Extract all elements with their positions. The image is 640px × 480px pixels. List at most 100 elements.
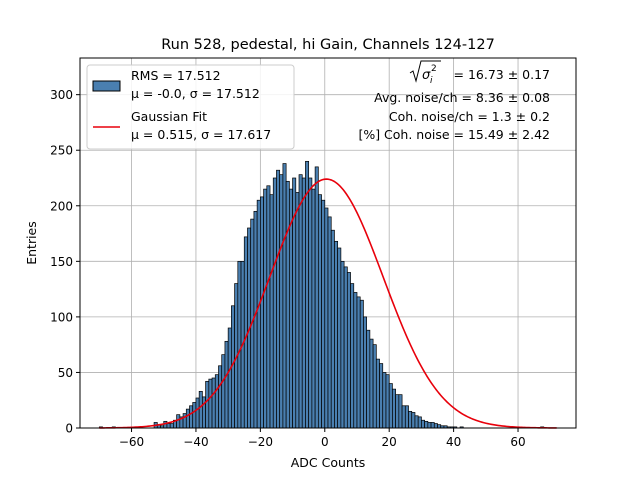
histogram-bar — [382, 372, 387, 429]
histogram-bar — [227, 327, 232, 429]
y-axis-label: Entries — [24, 221, 39, 265]
y-tick-label: 50 — [58, 366, 73, 380]
legend-entry-rms-params: μ = -0.0, σ = 17.512 — [131, 86, 260, 101]
coh-noise-annotation: Coh. noise/ch = 1.3 ± 0.2 — [389, 109, 550, 124]
histogram-bar — [282, 163, 287, 429]
histogram-bar — [421, 419, 425, 429]
y-tick-label: 0 — [65, 422, 73, 436]
histogram-bar — [260, 196, 264, 429]
histogram-bar — [327, 216, 332, 429]
gaussian-fit-curve — [99, 178, 557, 429]
histogram-bar — [404, 405, 409, 429]
histogram-bar — [211, 377, 216, 429]
x-axis-label: ADC Counts — [291, 455, 366, 470]
histogram-bar — [356, 296, 361, 429]
histogram-bar — [314, 166, 319, 429]
histogram-bar — [163, 420, 168, 429]
histogram-bar — [375, 358, 380, 429]
histogram-bar — [417, 416, 422, 429]
histogram-bar — [398, 394, 403, 429]
histogram-bar — [430, 422, 435, 429]
y-tick-label: 250 — [50, 144, 73, 158]
histogram-bar — [385, 374, 390, 429]
histogram-bar — [401, 405, 406, 429]
histogram-bar — [388, 383, 393, 429]
histogram-bar — [205, 380, 210, 429]
histogram-bar — [198, 390, 203, 429]
histogram-bar — [337, 247, 342, 429]
histogram-bar — [343, 266, 348, 429]
histogram-bar — [411, 412, 416, 429]
histogram-bar — [308, 177, 313, 429]
histogram-bar — [256, 199, 261, 429]
legend-entry-fit: Gaussian Fit — [131, 109, 207, 124]
histogram-bar — [237, 260, 242, 429]
histogram-bar — [208, 378, 213, 429]
histogram-bar — [266, 185, 271, 429]
x-tick-label: −60 — [119, 435, 144, 449]
histogram-bar — [224, 340, 229, 429]
y-axis-ticks: 0 50 100 150 200 250 300 — [50, 88, 80, 436]
histogram-bar — [218, 365, 223, 429]
y-tick-label: 100 — [50, 310, 73, 324]
histogram-bar — [424, 420, 429, 429]
legend-swatch-histogram — [92, 80, 121, 92]
histogram-bar — [330, 229, 335, 429]
coh-noise-pct-annotation: [%] Coh. noise = 15.49 ± 2.42 — [358, 127, 550, 142]
histogram-bar — [372, 344, 377, 429]
plot-frame — [79, 57, 577, 429]
avg-noise-annotation: Avg. noise/ch = 8.36 ± 0.08 — [374, 90, 550, 105]
histogram-bar — [269, 194, 274, 429]
histogram-bar — [311, 188, 316, 429]
svg-text:i: i — [430, 76, 433, 86]
histogram-bar — [285, 180, 290, 429]
histogram-bar — [195, 397, 200, 429]
histogram-bar — [221, 354, 226, 429]
x-tick-label: 20 — [382, 435, 397, 449]
histogram-bar — [301, 177, 306, 429]
histogram-bar — [276, 169, 281, 429]
histogram-bar — [185, 408, 190, 429]
histogram-bar — [346, 272, 351, 429]
histogram-bar — [340, 260, 345, 429]
histogram-bar — [321, 199, 326, 429]
histogram-bar — [414, 415, 419, 429]
histogram-bar — [169, 423, 174, 429]
sigma-i-squared-symbol: σ i 2 — [409, 60, 441, 86]
chart-title: Run 528, pedestal, hi Gain, Channels 124… — [161, 37, 495, 53]
histogram-bar — [166, 423, 171, 429]
histogram-bar — [359, 299, 364, 429]
histogram-bar — [295, 192, 300, 429]
histogram-bar — [189, 405, 194, 429]
histogram-bar — [433, 423, 438, 429]
histogram-bar — [176, 414, 181, 429]
histogram-bar — [305, 160, 310, 429]
histogram-bar — [334, 240, 339, 429]
histogram-bar — [350, 283, 355, 429]
noise-annotations: σ i 2 = 16.73 ± 0.17 Avg. noise/ch = 8.3… — [358, 60, 550, 142]
histogram-bar — [263, 188, 268, 429]
histogram-bar — [214, 374, 219, 429]
histogram-bar — [379, 363, 384, 429]
histogram-bar — [253, 210, 258, 429]
x-tick-label: 0 — [321, 435, 329, 449]
y-tick-label: 300 — [50, 88, 73, 102]
histogram-bar — [427, 422, 432, 429]
histogram-bar — [408, 410, 413, 429]
histogram-bar — [366, 329, 371, 429]
histogram-bars — [98, 160, 545, 429]
x-tick-label: 40 — [446, 435, 461, 449]
y-tick-label: 150 — [50, 255, 73, 269]
histogram-bar — [243, 236, 248, 429]
x-axis-ticks: −60 −40 −20 0 20 40 60 — [119, 428, 526, 449]
x-tick-label: −20 — [248, 435, 273, 449]
histogram-bar — [202, 396, 206, 429]
histogram-bar — [298, 174, 303, 429]
histogram-bar — [363, 316, 367, 429]
legend-entry-fit-params: μ = 0.515, σ = 17.617 — [131, 127, 271, 142]
histogram-bar — [392, 388, 396, 429]
histogram-bar — [395, 394, 400, 429]
legend-entry-rms: RMS = 17.512 — [131, 68, 221, 83]
histogram-bar — [324, 207, 329, 429]
